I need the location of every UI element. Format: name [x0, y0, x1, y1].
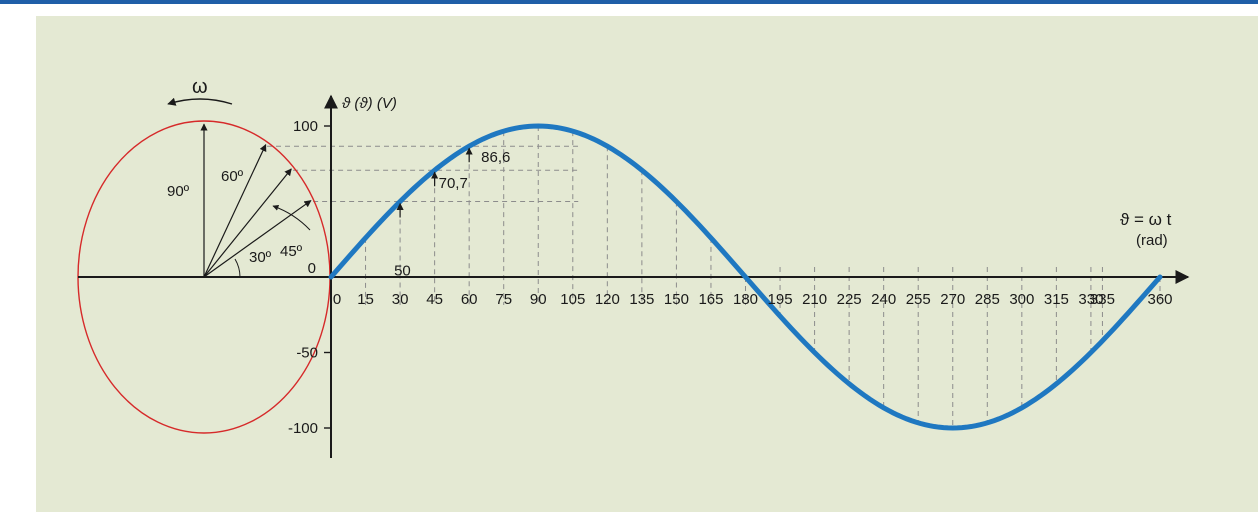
omega-symbol: ω [192, 76, 208, 98]
x-tick-label-120: 120 [595, 291, 620, 308]
x-tick-label-225: 225 [837, 291, 862, 308]
angle-arc-45 [273, 206, 310, 230]
x-tick-label-360: 360 [1147, 291, 1172, 308]
x-axis-unit: (rad) [1136, 232, 1168, 249]
x-axis-label: ϑ = ω t [1120, 210, 1172, 229]
x-tick-label-150: 150 [664, 291, 689, 308]
x-tick-label-45: 45 [426, 291, 443, 308]
x-tick-label-285: 285 [975, 291, 1000, 308]
y-tick-label-0: 0 [308, 260, 316, 277]
angle-arc-30 [235, 259, 240, 277]
annotation-label-45: 70,7 [439, 175, 468, 192]
x-tick-label-195: 195 [768, 291, 793, 308]
y-tick-label--100: -100 [288, 420, 318, 437]
x-tick-label-30: 30 [392, 291, 409, 308]
value-annotations: 50 70,7 86,6 [394, 148, 510, 279]
annotation-label-30: 50 [394, 263, 411, 280]
x-tick-label-270: 270 [940, 291, 965, 308]
x-tick-label-0: 0 [333, 291, 341, 308]
x-tick-label-105: 105 [560, 291, 585, 308]
x-tick-label-335: 335 [1090, 291, 1115, 308]
x-tick-label-75: 75 [495, 291, 512, 308]
y-tick-label-100: 100 [293, 118, 318, 135]
x-tick-label-240: 240 [871, 291, 896, 308]
x-tick-label-255: 255 [906, 291, 931, 308]
angle-label-45: 45º [280, 243, 303, 260]
y-tick-label--50: -50 [296, 345, 318, 362]
x-tick-label-300: 300 [1009, 291, 1034, 308]
x-tick-label-60: 60 [461, 291, 478, 308]
x-tick-label-15: 15 [357, 291, 374, 308]
x-tick-label-210: 210 [802, 291, 827, 308]
curved-arrow-icon [168, 99, 232, 104]
x-tick-label-165: 165 [698, 291, 723, 308]
x-tick-label-180: 180 [733, 291, 758, 308]
angle-label-60: 60º [221, 168, 244, 185]
annotation-label-60: 86,6 [481, 149, 510, 166]
x-tick-labels: 0 15 30 45 60 75 90 105 120 135 150 165 180 195 210 225… [333, 291, 1173, 308]
angle-label-30: 30º [249, 249, 272, 266]
phasor-ray-45 [204, 169, 291, 277]
x-tick-label-90: 90 [530, 291, 547, 308]
x-tick-label-135: 135 [629, 291, 654, 308]
y-axis-label: ϑ (ϑ) (V) [342, 95, 397, 112]
x-tick-label-315: 315 [1044, 291, 1069, 308]
angle-label-90: 90º [167, 183, 190, 200]
